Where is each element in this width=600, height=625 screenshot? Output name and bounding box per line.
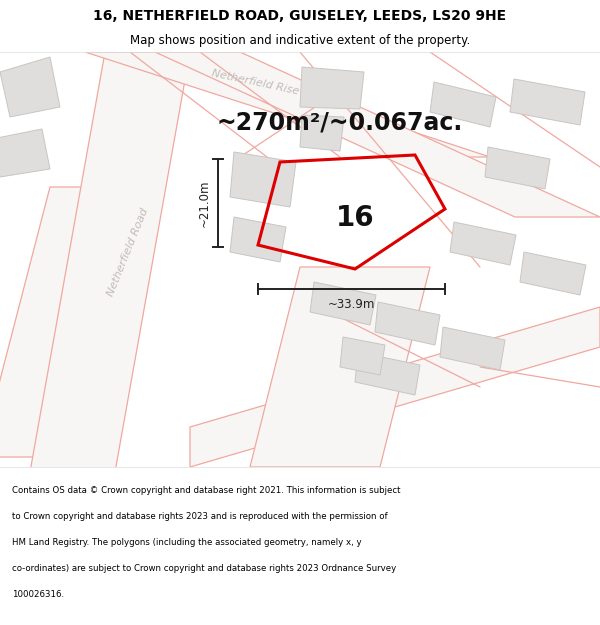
- Text: co-ordinates) are subject to Crown copyright and database rights 2023 Ordnance S: co-ordinates) are subject to Crown copyr…: [12, 564, 396, 573]
- Polygon shape: [250, 267, 430, 467]
- Text: 16, NETHERFIELD ROAD, GUISELEY, LEEDS, LS20 9HE: 16, NETHERFIELD ROAD, GUISELEY, LEEDS, L…: [94, 9, 506, 22]
- Text: HM Land Registry. The polygons (including the associated geometry, namely x, y: HM Land Registry. The polygons (includin…: [12, 538, 362, 547]
- Polygon shape: [430, 82, 496, 127]
- Text: 16: 16: [336, 204, 375, 232]
- Polygon shape: [0, 57, 60, 117]
- Polygon shape: [190, 307, 600, 467]
- Text: to Crown copyright and database rights 2023 and is reproduced with the permissio: to Crown copyright and database rights 2…: [12, 512, 388, 521]
- Polygon shape: [440, 327, 505, 370]
- Text: ~270m²/~0.067ac.: ~270m²/~0.067ac.: [217, 110, 463, 134]
- Polygon shape: [85, 52, 490, 157]
- Polygon shape: [0, 187, 155, 457]
- Polygon shape: [30, 52, 190, 472]
- Polygon shape: [0, 129, 50, 177]
- Polygon shape: [300, 115, 344, 151]
- Polygon shape: [510, 79, 585, 125]
- Text: Netherfield Road: Netherfield Road: [106, 206, 150, 298]
- Polygon shape: [310, 282, 376, 325]
- Polygon shape: [340, 337, 385, 375]
- Text: ~21.0m: ~21.0m: [197, 179, 211, 227]
- Text: ~33.9m: ~33.9m: [328, 299, 375, 311]
- Polygon shape: [375, 302, 440, 345]
- Polygon shape: [520, 252, 586, 295]
- Text: Contains OS data © Crown copyright and database right 2021. This information is : Contains OS data © Crown copyright and d…: [12, 486, 401, 495]
- Text: 100026316.: 100026316.: [12, 590, 64, 599]
- Text: Map shows position and indicative extent of the property.: Map shows position and indicative extent…: [130, 34, 470, 47]
- Polygon shape: [485, 147, 550, 189]
- Polygon shape: [300, 67, 364, 109]
- Polygon shape: [355, 352, 420, 395]
- Polygon shape: [230, 152, 296, 207]
- Polygon shape: [450, 222, 516, 265]
- Text: Netherfield Rise: Netherfield Rise: [211, 68, 299, 96]
- Polygon shape: [230, 217, 286, 262]
- Polygon shape: [155, 52, 600, 217]
